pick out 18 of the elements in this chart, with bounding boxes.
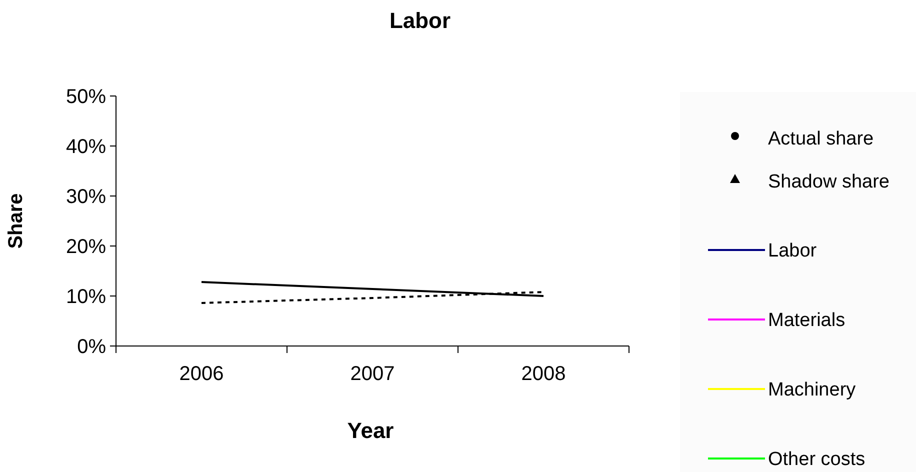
y-tick-label: 20% <box>66 236 106 258</box>
x-tick-label: 2006 <box>179 363 224 385</box>
y-tick-label: 10% <box>66 286 106 308</box>
y-tick-label: 50% <box>66 86 106 108</box>
legend-label: Shadow share <box>768 172 890 193</box>
legend-label: Machinery <box>768 380 856 401</box>
x-axis-title: Year <box>347 418 394 443</box>
legend-label: Actual share <box>768 128 874 150</box>
y-tick-label: 40% <box>66 136 106 158</box>
x-tick-label: 2008 <box>521 363 566 385</box>
y-tick-label: 0% <box>77 336 106 358</box>
legend-label: Labor <box>768 240 818 262</box>
legend-label: Other costs <box>768 449 866 470</box>
chart-title: Labor <box>389 8 451 33</box>
legend-label: Materials <box>768 310 846 332</box>
y-tick-label: 30% <box>66 186 106 208</box>
y-axis-title: Share <box>5 193 27 249</box>
x-tick-label: 2007 <box>350 363 395 385</box>
